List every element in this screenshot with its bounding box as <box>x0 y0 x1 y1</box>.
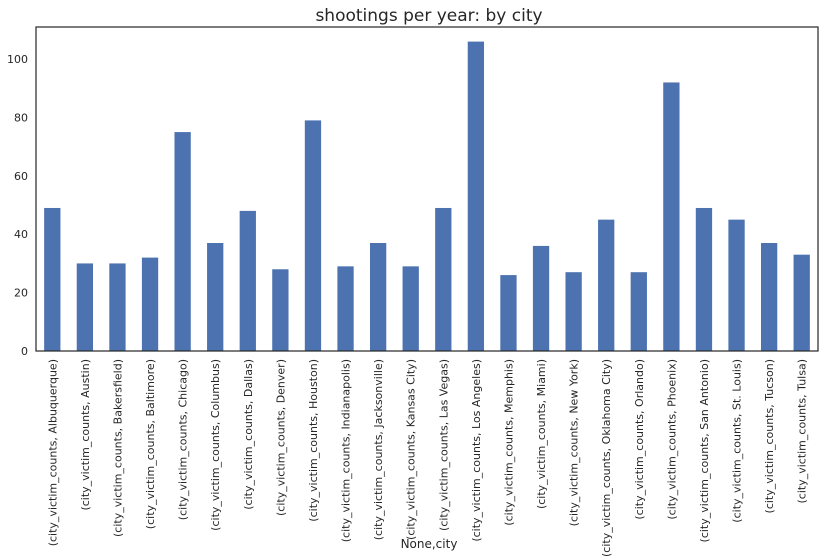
bar <box>695 207 713 351</box>
x-tick-label: (city_victim_counts, Orlando) <box>633 359 646 520</box>
bar <box>435 207 452 351</box>
x-tick-label: (city_victim_counts, Bakersfield) <box>111 359 124 537</box>
x-tick-label: (city_victim_counts, Jacksonville) <box>372 359 385 540</box>
bar <box>630 272 647 351</box>
x-tick-label: (city_victim_counts, Denver) <box>274 359 287 516</box>
y-tick-label: 60 <box>14 170 28 183</box>
x-tick-label: (city_victim_counts, Los Angeles) <box>470 359 483 542</box>
bar <box>598 219 615 351</box>
y-tick-label: 0 <box>21 345 28 358</box>
x-tick-label: (city_victim_counts, Miami) <box>535 359 548 509</box>
x-axis-label: None,city <box>401 537 458 551</box>
x-tick-label: (city_victim_counts, Austin) <box>79 359 92 511</box>
y-tick-label: 100 <box>7 53 28 66</box>
bar <box>304 120 322 352</box>
x-tick-label: (city_victim_counts, Memphis) <box>502 359 515 526</box>
bar <box>565 272 582 351</box>
bar <box>272 269 289 351</box>
x-tick-label: (city_victim_counts, Phoenix) <box>665 359 678 520</box>
y-tick-label: 20 <box>14 287 28 300</box>
bar <box>207 243 224 351</box>
bar <box>793 254 810 351</box>
x-tick-label: (city_victim_counts, Kansas City) <box>405 359 418 540</box>
x-tick-label: (city_victim_counts, Houston) <box>307 359 320 522</box>
x-tick-label: (city_victim_counts, Tucson) <box>763 359 776 513</box>
x-tick-label: (city_victim_counts, St. Louis) <box>731 359 744 523</box>
bar <box>500 275 517 351</box>
bar <box>141 257 159 351</box>
bar <box>728 219 745 351</box>
bar <box>760 243 778 351</box>
x-tick-label: (city_victim_counts, Indianapolis) <box>340 359 353 542</box>
x-tick-label: (city_victim_counts, Dallas) <box>242 359 255 510</box>
y-tick-label: 40 <box>14 228 28 241</box>
x-axis-ticks: (city_victim_counts, Albuquerque) (city_v… <box>46 359 808 557</box>
y-axis-ticks: 0 20 40 60 80 100 <box>7 53 28 358</box>
bar <box>369 243 387 351</box>
bars-group <box>44 41 810 352</box>
bar <box>44 207 61 351</box>
bar <box>337 266 354 351</box>
bar <box>174 132 191 351</box>
x-tick-label: (city_victim_counts, Las Vegas) <box>437 359 450 531</box>
x-tick-label: (city_victim_counts, San Antonio) <box>698 359 711 542</box>
x-tick-label: (city_victim_counts, Baltimore) <box>144 359 157 529</box>
bar <box>402 266 419 351</box>
bar <box>532 245 550 351</box>
y-tick-label: 80 <box>14 111 28 124</box>
x-tick-label: (city_victim_counts, Oklahoma City) <box>600 359 613 557</box>
bar <box>76 263 94 351</box>
x-tick-label: (city_victim_counts, Chicago) <box>177 359 190 520</box>
x-tick-label: (city_victim_counts, Tulsa) <box>796 359 809 504</box>
bar <box>467 41 485 351</box>
x-tick-label: (city_victim_counts, Albuquerque) <box>46 359 59 546</box>
x-tick-label: (city_victim_counts, New York) <box>568 359 581 526</box>
chart-title: shootings per year: by city <box>315 6 542 26</box>
plot-frame <box>35 26 819 352</box>
x-tick-label: (city_victim_counts, Columbus) <box>209 359 222 531</box>
bar <box>239 210 256 351</box>
bar <box>109 263 126 351</box>
bar <box>663 82 680 351</box>
